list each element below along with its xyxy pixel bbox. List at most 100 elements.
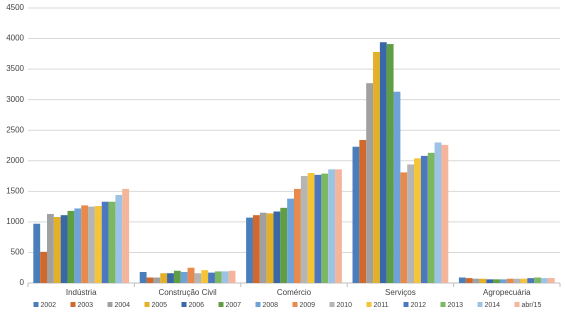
bar — [40, 251, 47, 283]
bar — [479, 278, 487, 283]
legend-label: 2008 — [263, 302, 279, 309]
bar — [328, 169, 336, 283]
x-tick-label: Comércio — [277, 288, 312, 297]
bar — [307, 173, 315, 283]
bar — [139, 272, 147, 283]
bar — [352, 146, 360, 283]
bar — [373, 52, 380, 283]
bar — [520, 278, 528, 283]
bar — [153, 277, 161, 283]
bar — [167, 273, 174, 283]
bar — [407, 164, 415, 283]
bar — [541, 278, 548, 283]
y-tick-label: 1500 — [6, 186, 24, 195]
bar — [259, 212, 267, 283]
bar — [359, 140, 367, 283]
bar — [201, 270, 209, 283]
y-tick-label: 0 — [20, 278, 25, 287]
bar — [88, 206, 95, 283]
bar — [146, 277, 154, 283]
bar — [208, 272, 215, 283]
legend-label: 2013 — [448, 302, 464, 309]
bar — [493, 279, 500, 283]
bar — [221, 271, 229, 283]
legend-swatch — [366, 302, 372, 307]
y-tick-label: 4500 — [6, 3, 24, 12]
bar — [366, 83, 374, 284]
bar — [53, 217, 61, 283]
bar — [47, 213, 54, 283]
legend-swatch — [255, 302, 261, 307]
legend-swatch — [477, 302, 483, 307]
legend-swatch — [329, 302, 335, 307]
bar — [173, 270, 181, 283]
bar — [379, 42, 387, 283]
bar — [427, 152, 435, 283]
bar — [60, 215, 68, 283]
bar — [81, 205, 89, 283]
bar — [314, 174, 322, 283]
bar — [321, 173, 329, 283]
y-tick-label: 4000 — [6, 34, 24, 43]
bar — [434, 142, 442, 283]
bar — [400, 172, 408, 283]
legend-label: 2005 — [152, 302, 168, 309]
y-tick-label: 2500 — [6, 125, 24, 134]
legend-label: 2010 — [337, 302, 353, 309]
bar — [335, 169, 342, 283]
legend-label: abr/15 — [522, 302, 542, 309]
legend-swatch — [218, 302, 224, 307]
bar — [458, 277, 466, 283]
bar — [414, 158, 421, 283]
bar — [115, 195, 123, 283]
bar — [266, 213, 274, 283]
bar — [300, 176, 308, 283]
y-tick-label: 1000 — [6, 217, 24, 226]
legend-swatch — [33, 302, 39, 307]
legend-label: 2009 — [300, 302, 316, 309]
legend-label: 2004 — [115, 302, 131, 309]
legend-swatch — [403, 302, 409, 307]
bar — [33, 223, 41, 283]
bar — [246, 217, 253, 283]
legend-swatch — [440, 302, 446, 307]
bar — [252, 215, 260, 283]
bar — [74, 208, 82, 283]
bar — [499, 279, 507, 283]
bar — [506, 278, 514, 283]
bar — [280, 207, 288, 283]
bar — [273, 211, 281, 283]
bar — [465, 278, 473, 283]
legend-swatch — [514, 302, 520, 307]
bar — [228, 270, 236, 283]
legend-swatch — [292, 302, 298, 307]
bar — [393, 91, 401, 283]
bar — [287, 198, 294, 283]
bar — [108, 201, 116, 283]
bar — [386, 44, 394, 283]
bar — [180, 272, 188, 283]
legend-label: 2002 — [41, 302, 57, 309]
legend-swatch — [70, 302, 76, 307]
bar — [527, 278, 535, 283]
bar — [534, 277, 541, 283]
bar — [420, 155, 428, 283]
bar — [547, 278, 555, 283]
bar — [214, 271, 222, 283]
legend-swatch — [144, 302, 150, 307]
legend-label: 2007 — [226, 302, 242, 309]
x-tick-label: Serviços — [385, 288, 416, 297]
bar — [160, 273, 168, 283]
x-tick-label: Construção Civil — [158, 288, 216, 297]
x-tick-label: Agropecuária — [483, 288, 531, 297]
legend-label: 2003 — [78, 302, 94, 309]
bar — [472, 278, 480, 283]
legend-label: 2006 — [189, 302, 205, 309]
bar — [187, 267, 195, 283]
bar — [122, 188, 130, 283]
bar — [486, 279, 494, 283]
y-tick-label: 3500 — [6, 64, 24, 73]
y-tick-label: 2000 — [6, 156, 24, 165]
bar — [101, 201, 109, 283]
